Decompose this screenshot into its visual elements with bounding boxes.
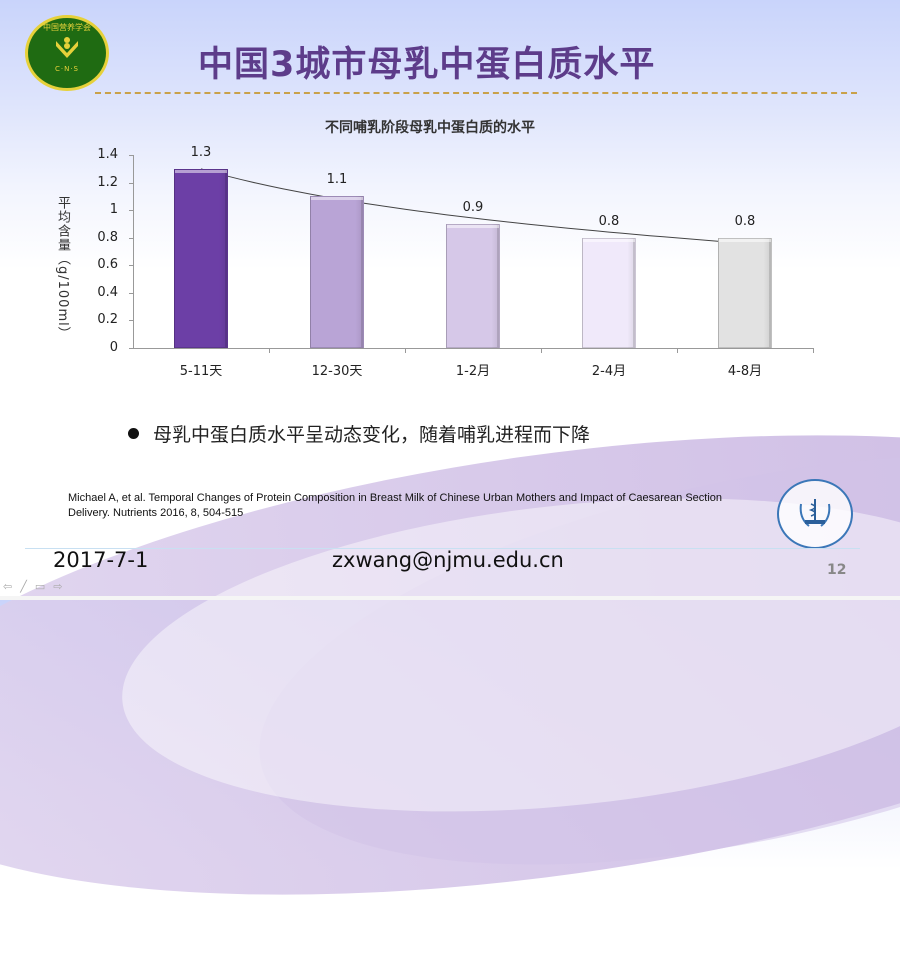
wheat-icon: [56, 37, 78, 58]
y-tick-mark: [129, 182, 134, 184]
x-tick-mark: [677, 348, 678, 353]
bottom-strip: [0, 596, 900, 600]
y-tick-mark: [129, 292, 134, 294]
caduceus-icon: [799, 499, 831, 527]
y-tick-label: 0.2: [97, 312, 118, 328]
y-tick-label: 1.2: [97, 174, 118, 190]
bar-value-label: 0.8: [598, 213, 620, 229]
bar-value-label: 1.1: [326, 172, 348, 188]
bar-value-label: 1.3: [190, 144, 212, 160]
y-tick-label: 0: [109, 340, 118, 355]
slideshow-nav: ⇦ ╱ ▭ ⇨: [3, 580, 62, 593]
x-tick-label: 5-11天: [179, 364, 223, 379]
y-tick-mark: [129, 265, 134, 267]
menu-icon[interactable]: ▭: [34, 580, 46, 593]
bar: [582, 237, 636, 348]
y-tick-mark: [129, 210, 134, 212]
x-tick-mark: [405, 348, 406, 353]
y-tick-mark: [129, 348, 134, 349]
logo-org-text: 中国营养学会: [43, 23, 91, 32]
y-tick-label: 1: [109, 202, 118, 218]
reference-citation: Michael A, et al. Temporal Changes of Pr…: [68, 492, 723, 519]
njmu-logo: [777, 479, 853, 549]
footer-email: zxwang@njmu.edu.cn: [332, 548, 564, 572]
bullet-point: 母乳中蛋白质水平呈动态变化，随着哺乳进程而下降: [128, 420, 590, 447]
prev-arrow-icon[interactable]: ⇦: [3, 580, 13, 593]
chart-title: 不同哺乳阶段母乳中蛋白质的水平: [325, 120, 535, 136]
bar: [446, 223, 500, 348]
y-tick-label: 0.8: [97, 229, 118, 245]
cns-logo: 中国营养学会 C·N·S: [25, 15, 109, 91]
bar-value-label: 0.8: [734, 213, 756, 229]
y-tick-mark: [129, 320, 134, 322]
x-tick-label: 4-8月: [727, 364, 763, 379]
bar-value-label: 0.9: [462, 199, 484, 215]
x-tick-label: 1-2月: [455, 364, 491, 379]
bullet-text: 母乳中蛋白质水平呈动态变化，随着哺乳进程而下降: [153, 424, 591, 446]
y-tick-label: 0.6: [97, 257, 118, 273]
y-tick-mark: [129, 155, 134, 156]
y-axis-label: 平均含量（g/100ml）: [55, 196, 70, 341]
y-axis: [133, 155, 134, 349]
logo-abbr: C·N·S: [54, 65, 80, 73]
x-tick-mark: [541, 348, 542, 353]
bullet-dot-icon: [128, 428, 139, 439]
footer-date: 2017-7-1: [53, 548, 149, 572]
x-axis: [133, 348, 813, 349]
x-tick-mark: [813, 348, 814, 353]
title-divider: [95, 92, 857, 94]
x-tick-label: 2-4月: [591, 364, 627, 379]
bar: [310, 196, 364, 348]
bar: [718, 237, 772, 348]
trendline: [200, 168, 746, 244]
y-tick-label: 1.4: [97, 147, 118, 162]
pen-icon[interactable]: ╱: [20, 580, 27, 593]
slide-title: 中国3城市母乳中蛋白质水平: [198, 45, 656, 85]
page-number: 12: [827, 562, 847, 578]
bar: [174, 168, 228, 348]
footer-divider: [25, 548, 860, 549]
x-tick-label: 12-30天: [311, 364, 363, 379]
y-tick-mark: [129, 237, 134, 239]
next-arrow-icon[interactable]: ⇨: [53, 580, 63, 593]
y-tick-label: 0.4: [97, 284, 118, 300]
x-tick-mark: [269, 348, 270, 353]
bar-chart: 平均含量（g/100ml） 0 0.2 0.4 0.6 0.8 1 1.2 1.4 1.3 5-1…: [55, 144, 814, 379]
